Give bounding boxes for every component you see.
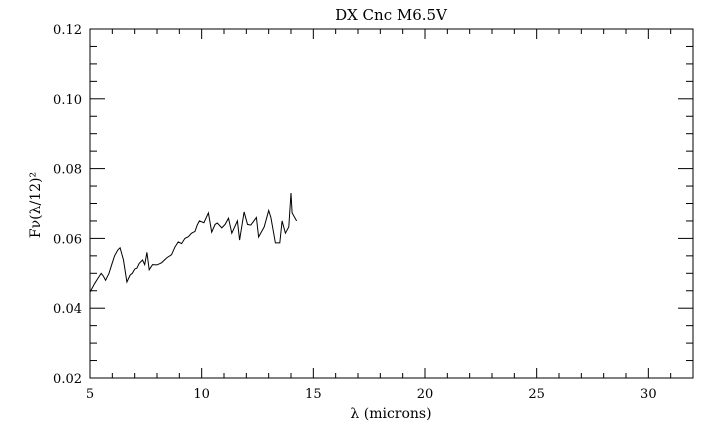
x-tick-label: 5: [86, 387, 94, 402]
x-axis-label: λ (microns): [350, 406, 431, 422]
y-tick-label: 0.10: [53, 93, 82, 108]
y-tick-label: 0.08: [53, 163, 82, 178]
y-tick-label: 0.12: [53, 23, 82, 38]
x-tick-label: 10: [193, 387, 210, 402]
y-tick-label: 0.06: [53, 232, 82, 247]
y-tick-label: 0.04: [53, 302, 82, 317]
chart-title: DX Cnc M6.5V: [335, 6, 448, 24]
y-tick-label: 0.02: [53, 372, 82, 387]
x-tick-label: 20: [417, 387, 434, 402]
y-axis-label: Fν(λ/12)²: [28, 172, 44, 238]
x-tick-label: 30: [640, 387, 657, 402]
x-tick-label: 15: [305, 387, 322, 402]
series-line: [89, 192, 298, 293]
plot-frame: [89, 28, 694, 379]
x-tick-label: 25: [528, 387, 545, 402]
